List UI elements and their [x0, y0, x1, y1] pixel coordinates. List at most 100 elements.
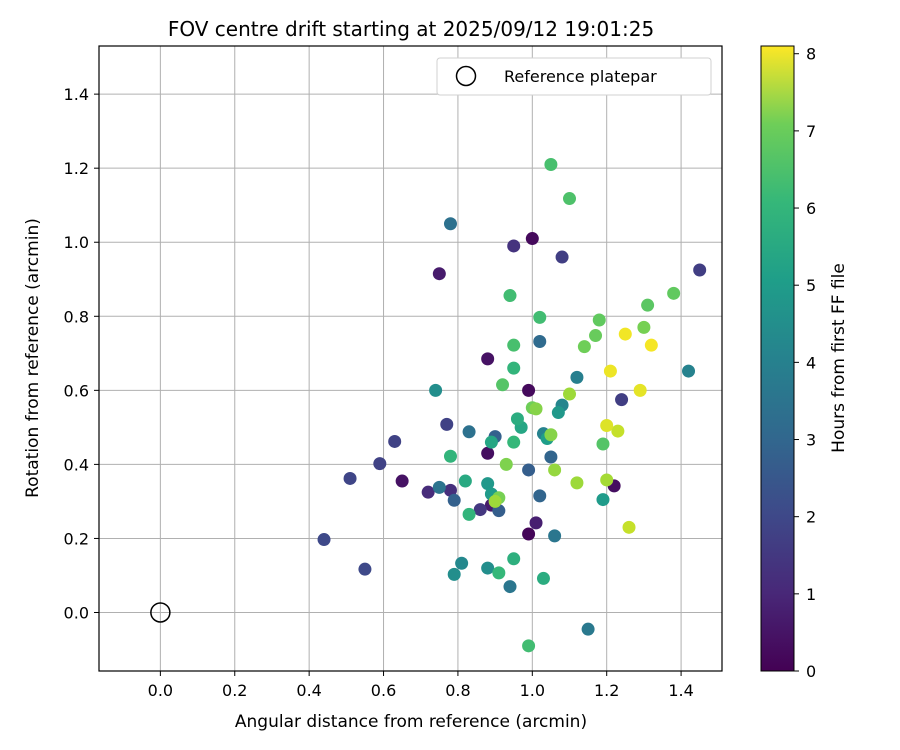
data-point [548, 463, 562, 477]
data-point [473, 503, 487, 517]
data-point [615, 393, 629, 407]
data-point [570, 476, 584, 490]
data-point [581, 622, 595, 636]
data-point [570, 370, 584, 384]
data-point [455, 556, 469, 570]
data-points [317, 157, 707, 653]
data-point [343, 471, 357, 485]
data-point [358, 562, 372, 576]
data-point [432, 267, 446, 281]
data-point [432, 480, 446, 494]
data-point [499, 457, 513, 471]
data-point [633, 383, 647, 397]
x-tick-label: 0.4 [296, 681, 321, 700]
data-point [603, 364, 617, 378]
colorbar-ticks: 0 1 2 3 4 5 6 7 8 [794, 45, 816, 681]
y-tick-label: 0.6 [64, 381, 89, 400]
colorbar-tick-label: 5 [806, 276, 816, 295]
reference-point-marker [150, 602, 171, 623]
colorbar-tick-label: 7 [806, 122, 816, 141]
colorbar: 0 1 2 3 4 5 6 7 8 Hours from first FF file [760, 45, 849, 681]
data-point [443, 449, 457, 463]
data-point [637, 320, 651, 334]
data-point [443, 217, 457, 231]
data-point [536, 571, 550, 585]
data-point [481, 561, 495, 575]
colorbar-gradient [760, 45, 795, 672]
data-point [533, 334, 547, 348]
y-tick-label: 1.0 [64, 233, 89, 252]
data-point [503, 580, 517, 594]
data-point [577, 340, 591, 354]
data-point [618, 327, 632, 341]
legend-reference-marker [455, 65, 477, 87]
data-point [492, 566, 506, 580]
data-point [589, 329, 603, 343]
data-point [522, 639, 536, 653]
data-point [693, 263, 707, 277]
chart-title: FOV centre drift starting at 2025/09/12 … [168, 17, 654, 41]
data-point [421, 485, 435, 499]
x-axis-label: Angular distance from reference (arcmin) [235, 712, 587, 732]
data-point [481, 477, 495, 491]
y-tick-label: 0.8 [64, 307, 89, 326]
y-axis-label: Rotation from reference (arcmin) [23, 218, 43, 498]
data-point [548, 529, 562, 543]
data-point [507, 239, 521, 253]
data-point [622, 520, 636, 534]
x-tick-label: 0.0 [148, 681, 173, 700]
data-point [462, 507, 476, 521]
data-point [447, 493, 461, 507]
data-point [533, 489, 547, 503]
x-tick-label: 1.2 [594, 681, 619, 700]
data-point [488, 494, 502, 508]
colorbar-tick-label: 4 [806, 353, 816, 372]
legend-box [436, 57, 712, 96]
data-point [522, 527, 536, 541]
data-point [682, 364, 696, 378]
plot-background [99, 46, 722, 671]
data-point [395, 474, 409, 488]
data-point [388, 434, 402, 448]
colorbar-tick-label: 1 [806, 585, 816, 604]
x-tick-label: 0.2 [222, 681, 247, 700]
legend-label: Reference platepar [504, 67, 657, 86]
data-point [484, 435, 498, 449]
y-tick-label: 0.0 [64, 603, 89, 622]
data-point [544, 450, 558, 464]
data-point [592, 313, 606, 327]
data-point [529, 516, 543, 530]
data-point [462, 425, 476, 439]
data-point [555, 250, 569, 264]
data-point [596, 493, 610, 507]
data-point [600, 473, 614, 487]
axis-ticks: 0.0 0.2 0.4 0.6 0.8 1.0 1.2 1.4 0.0 0.2 0.4 0.6 0.8 1… [64, 85, 694, 700]
x-tick-label: 0.6 [371, 681, 396, 700]
data-point [522, 463, 536, 477]
data-point [507, 361, 521, 375]
data-point [525, 232, 539, 246]
data-point [544, 157, 558, 171]
colorbar-label: Hours from first FF file [829, 263, 849, 453]
data-point [641, 298, 655, 312]
colorbar-tick-label: 8 [806, 45, 816, 64]
data-point [447, 567, 461, 581]
data-point [507, 552, 521, 566]
data-point [533, 310, 547, 324]
data-point [373, 457, 387, 471]
data-point [443, 483, 457, 497]
x-tick-label: 0.8 [445, 681, 470, 700]
plot-frame [98, 45, 723, 672]
x-tick-label: 1.0 [520, 681, 545, 700]
data-point [481, 352, 495, 366]
y-tick-label: 1.4 [64, 85, 89, 104]
data-point [563, 192, 577, 206]
data-point [563, 387, 577, 401]
y-tick-label: 0.4 [64, 455, 89, 474]
data-point [611, 424, 625, 438]
data-point [600, 419, 614, 433]
colorbar-tick-label: 6 [806, 199, 816, 218]
data-point [496, 378, 510, 392]
data-point [507, 338, 521, 352]
colorbar-tick-label: 0 [806, 662, 816, 681]
